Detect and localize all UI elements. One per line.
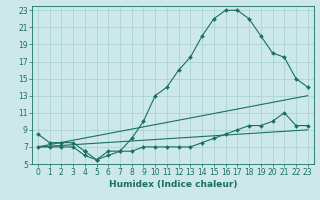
X-axis label: Humidex (Indice chaleur): Humidex (Indice chaleur) bbox=[108, 180, 237, 189]
